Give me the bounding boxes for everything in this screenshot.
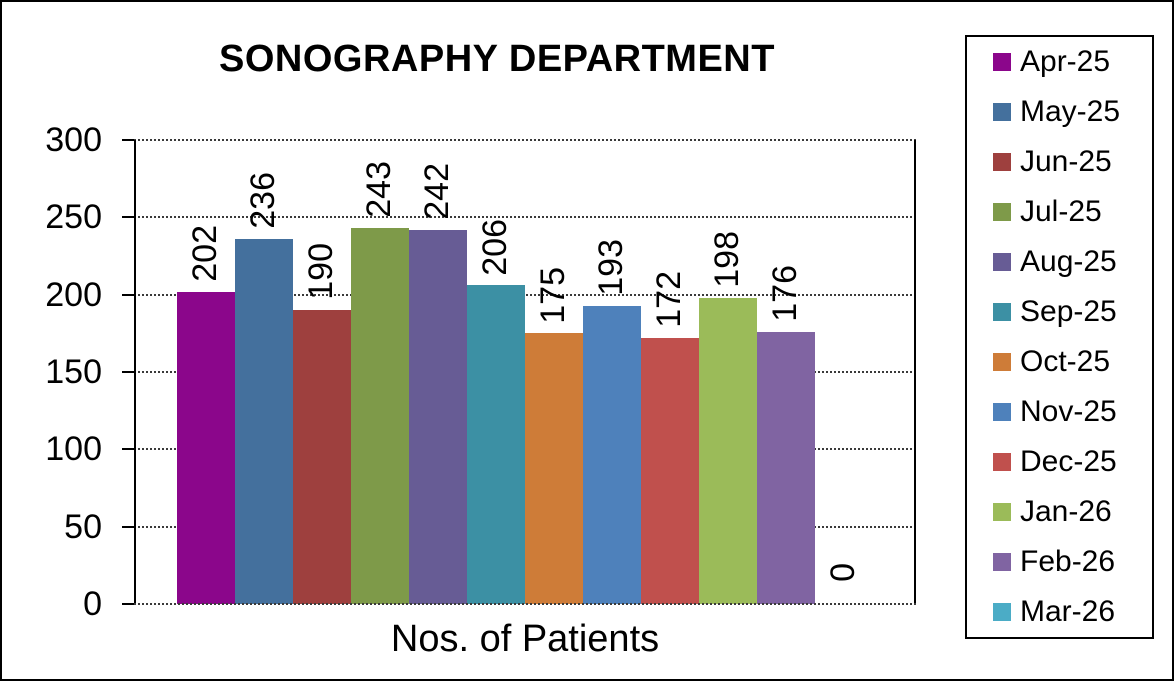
bar-value-label: 176: [757, 265, 815, 322]
legend-swatch-icon: [993, 203, 1011, 221]
bar-value-label: 198: [699, 231, 757, 288]
legend-item-Feb-26: Feb-26: [967, 537, 1152, 587]
gridline: [134, 139, 916, 141]
bar-value-label: 172: [641, 271, 699, 328]
legend-item-Nov-25: Nov-25: [967, 387, 1152, 437]
bar-value-label: 236: [235, 172, 293, 229]
legend-item-Dec-25: Dec-25: [967, 437, 1152, 487]
bar-Nov-25: [583, 305, 641, 604]
bar-value-text: 242: [418, 162, 457, 220]
legend-swatch-icon: [993, 253, 1011, 271]
bar-value-text: 198: [708, 231, 747, 288]
legend-swatch-icon: [993, 403, 1011, 421]
bar-value-text: 175: [534, 266, 573, 324]
legend-item-Jan-26: Jan-26: [967, 487, 1152, 537]
y-axis-tick: [122, 293, 134, 296]
bar-value-text: 193: [592, 238, 631, 296]
bar-Apr-25: [177, 291, 235, 604]
legend-swatch-icon: [993, 153, 1011, 171]
y-axis-tick-label: 300: [45, 121, 102, 159]
plot-right-border: [914, 140, 916, 604]
y-axis-tick: [122, 448, 134, 451]
legend-swatch-icon: [993, 453, 1011, 471]
y-axis-tick: [122, 525, 134, 528]
y-axis-tick-label: 250: [45, 198, 102, 237]
bar-value-label: 190: [293, 243, 351, 300]
legend-swatch-icon: [993, 53, 1011, 71]
chart-title: SONOGRAPHY DEPARTMENT: [219, 38, 775, 80]
bar-value-text: 236: [244, 172, 283, 229]
bar-value-text: 176: [766, 265, 805, 322]
legend-label: Jul-25: [1020, 195, 1102, 228]
bar-Sep-25: [467, 285, 525, 604]
bar-May-25: [235, 239, 293, 604]
legend-item-May-25: May-25: [967, 87, 1152, 137]
y-axis-tick: [122, 603, 134, 605]
y-axis-line: [134, 140, 136, 604]
legend-label: Aug-25: [1020, 245, 1117, 278]
bar-value-label: 242: [409, 163, 467, 220]
y-axis-tick-label: 0: [83, 585, 102, 623]
legend-swatch-icon: [993, 303, 1011, 321]
bar-value-text: 0: [824, 563, 863, 582]
legend-swatch-icon: [993, 553, 1011, 571]
legend-label: Oct-25: [1020, 345, 1111, 378]
bar-Jan-26: [699, 297, 757, 604]
bar-value-label: 206: [467, 219, 525, 276]
legend-label: Sep-25: [1020, 295, 1117, 328]
y-axis-tick-label: 200: [45, 275, 102, 314]
y-axis-tick-label: 50: [64, 507, 102, 546]
bar-value-text: 202: [186, 224, 225, 282]
gridline: [134, 216, 916, 219]
legend-label: Apr-25: [1020, 45, 1111, 78]
bar-value-label: 202: [177, 225, 235, 282]
y-axis-tick-label: 150: [45, 353, 102, 391]
x-axis-title: Nos. of Patients: [390, 618, 660, 660]
legend-label: Jun-25: [1020, 145, 1112, 178]
bar-Feb-26: [757, 331, 815, 604]
legend-item-Aug-25: Aug-25: [967, 237, 1152, 287]
bar-value-label: 175: [525, 267, 583, 324]
legend-label: Nov-25: [1020, 395, 1117, 428]
legend-item-Oct-25: Oct-25: [967, 337, 1152, 387]
y-axis-tick: [122, 371, 134, 373]
y-axis-tick: [122, 139, 134, 141]
y-axis-tick-label: 100: [45, 430, 102, 469]
bar-Aug-25: [409, 229, 467, 604]
legend-label: Mar-26: [1020, 595, 1116, 628]
legend-item-Jul-25: Jul-25: [967, 187, 1152, 237]
bar-Jul-25: [351, 228, 409, 604]
bar-value-text: 243: [360, 161, 399, 219]
legend-swatch-icon: [993, 353, 1011, 371]
legend-label: Feb-26: [1020, 545, 1116, 578]
bar-value-label: 193: [583, 239, 641, 296]
legend-swatch-icon: [993, 103, 1011, 121]
bar-value-label: 0: [815, 563, 873, 582]
legend-swatch-icon: [993, 603, 1011, 621]
bar-value-label: 243: [351, 161, 409, 218]
gridline: [134, 293, 916, 296]
bar-value-text: 190: [302, 243, 341, 301]
legend-swatch-icon: [993, 503, 1011, 521]
plot-area: 202 236 190 243 242 206 175 193 172 198 176 0: [122, 139, 916, 605]
legend-item-Apr-25: Apr-25: [967, 37, 1152, 87]
legend-label: Dec-25: [1020, 445, 1117, 478]
legend-label: May-25: [1020, 95, 1121, 128]
bar-Dec-25: [641, 337, 699, 604]
legend-box: Apr-25 May-25 Jun-25 Jul-25 Aug-25 Sep-25 Oct-…: [965, 35, 1154, 639]
legend-item-Jun-25: Jun-25: [967, 137, 1152, 187]
legend-label: Jan-26: [1020, 495, 1112, 528]
x-axis-baseline: [134, 603, 916, 605]
y-axis-tick: [122, 216, 134, 219]
bar-value-text: 172: [650, 271, 689, 328]
legend-item-Mar-26: Mar-26: [967, 587, 1152, 637]
bar-Jun-25: [293, 310, 351, 604]
legend-item-Sep-25: Sep-25: [967, 287, 1152, 337]
y-axis-labels: 0 50 100 150 200 250 300: [2, 121, 102, 623]
bar-value-text: 206: [476, 218, 515, 276]
bar-Oct-25: [525, 333, 583, 604]
